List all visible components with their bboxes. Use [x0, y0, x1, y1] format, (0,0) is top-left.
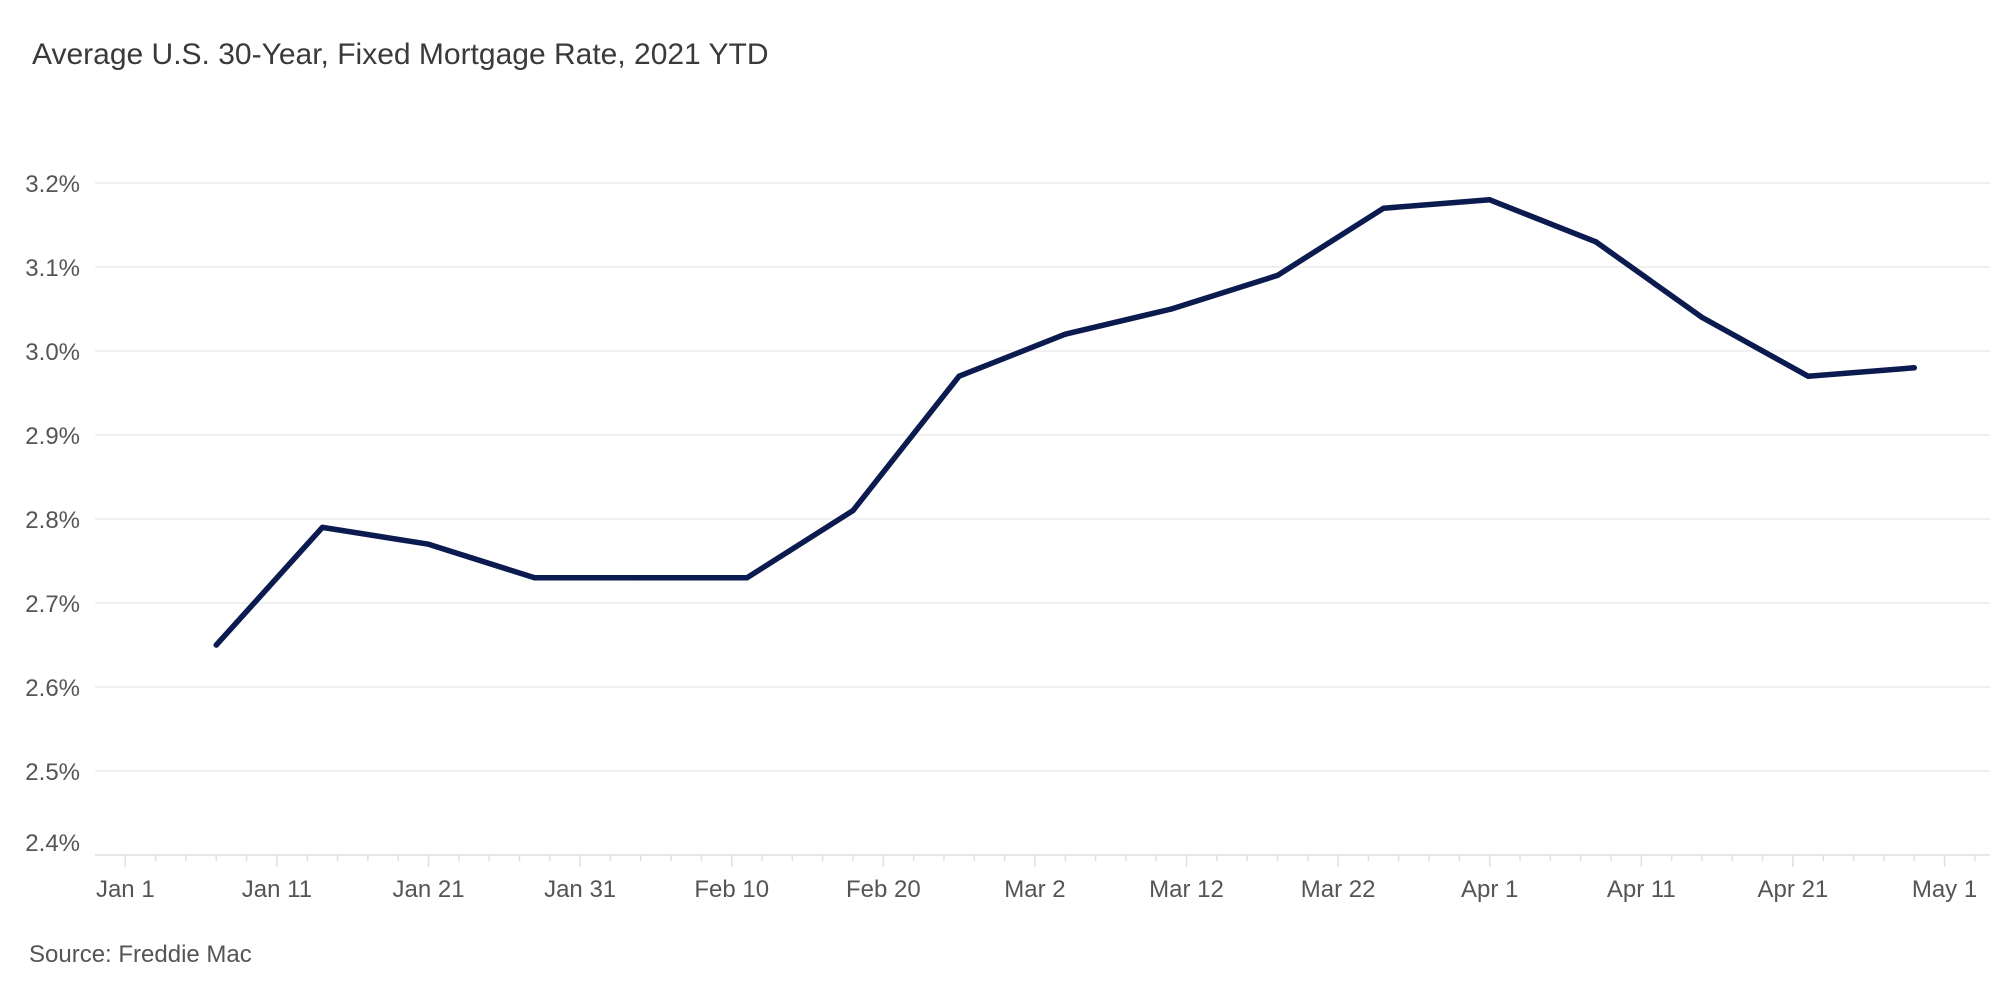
- x-tick-label: Apr 1: [1461, 876, 1518, 903]
- y-tick-label: 2.9%: [25, 423, 80, 450]
- data-point: [1805, 373, 1811, 379]
- x-tick-label: Mar 12: [1149, 876, 1224, 903]
- y-tick-label: 2.7%: [25, 591, 80, 618]
- data-point: [531, 575, 538, 581]
- y-tick-label: 2.6%: [25, 675, 80, 702]
- x-tick-label: Jan 11: [242, 876, 312, 903]
- y-tick-label: 2.5%: [25, 759, 80, 786]
- x-axis-labels: Jan 1 Jan 11 Jan 21 Jan 31 Feb 10 Feb 20 Mar 2…: [96, 876, 1977, 903]
- data-point: [1062, 331, 1068, 337]
- data-point: [1487, 197, 1493, 203]
- y-tick-label: 3.0%: [25, 339, 80, 366]
- data-point: [850, 507, 856, 514]
- data-point: [1699, 314, 1705, 321]
- data-point: [319, 524, 326, 531]
- x-tick-label: Apr 11: [1607, 876, 1676, 903]
- chart-title: Average U.S. 30-Year, Fixed Mortgage Rat…: [32, 38, 769, 71]
- series: [213, 197, 1917, 648]
- x-tick-label: Mar 22: [1301, 876, 1376, 903]
- data-point: [1380, 205, 1387, 211]
- x-tick-label: Jan 31: [544, 876, 616, 903]
- y-tick-label: 2.4%: [25, 830, 80, 857]
- x-tick-label: Apr 21: [1758, 876, 1829, 903]
- data-point: [213, 642, 219, 648]
- y-tick-label: 3.2%: [25, 171, 80, 198]
- y-axis-labels: 3.2% 3.1% 3.0% 2.9% 2.8% 2.7% 2.6% 2.5% 2.4%: [25, 171, 80, 857]
- data-point: [1168, 306, 1175, 312]
- y-tick-label: 2.8%: [25, 507, 80, 534]
- data-point: [744, 575, 750, 581]
- data-point: [1274, 272, 1281, 279]
- data-point: [1911, 365, 1917, 371]
- x-axis: [95, 854, 1990, 867]
- data-point: [425, 541, 432, 547]
- x-tick-label: May 1: [1912, 876, 1977, 903]
- source-note: Source: Freddie Mac: [29, 941, 252, 968]
- x-tick-label: Jan 1: [96, 876, 155, 903]
- gridlines: [95, 182, 1990, 772]
- data-point: [638, 575, 644, 581]
- x-tick-label: Feb 20: [846, 876, 921, 903]
- y-tick-label: 3.1%: [25, 255, 80, 282]
- x-tick-label: Feb 10: [694, 876, 769, 903]
- x-tick-label: Mar 2: [1004, 876, 1065, 903]
- data-point: [956, 373, 962, 379]
- x-tick-label: Jan 21: [392, 876, 464, 903]
- data-point: [1593, 239, 1599, 245]
